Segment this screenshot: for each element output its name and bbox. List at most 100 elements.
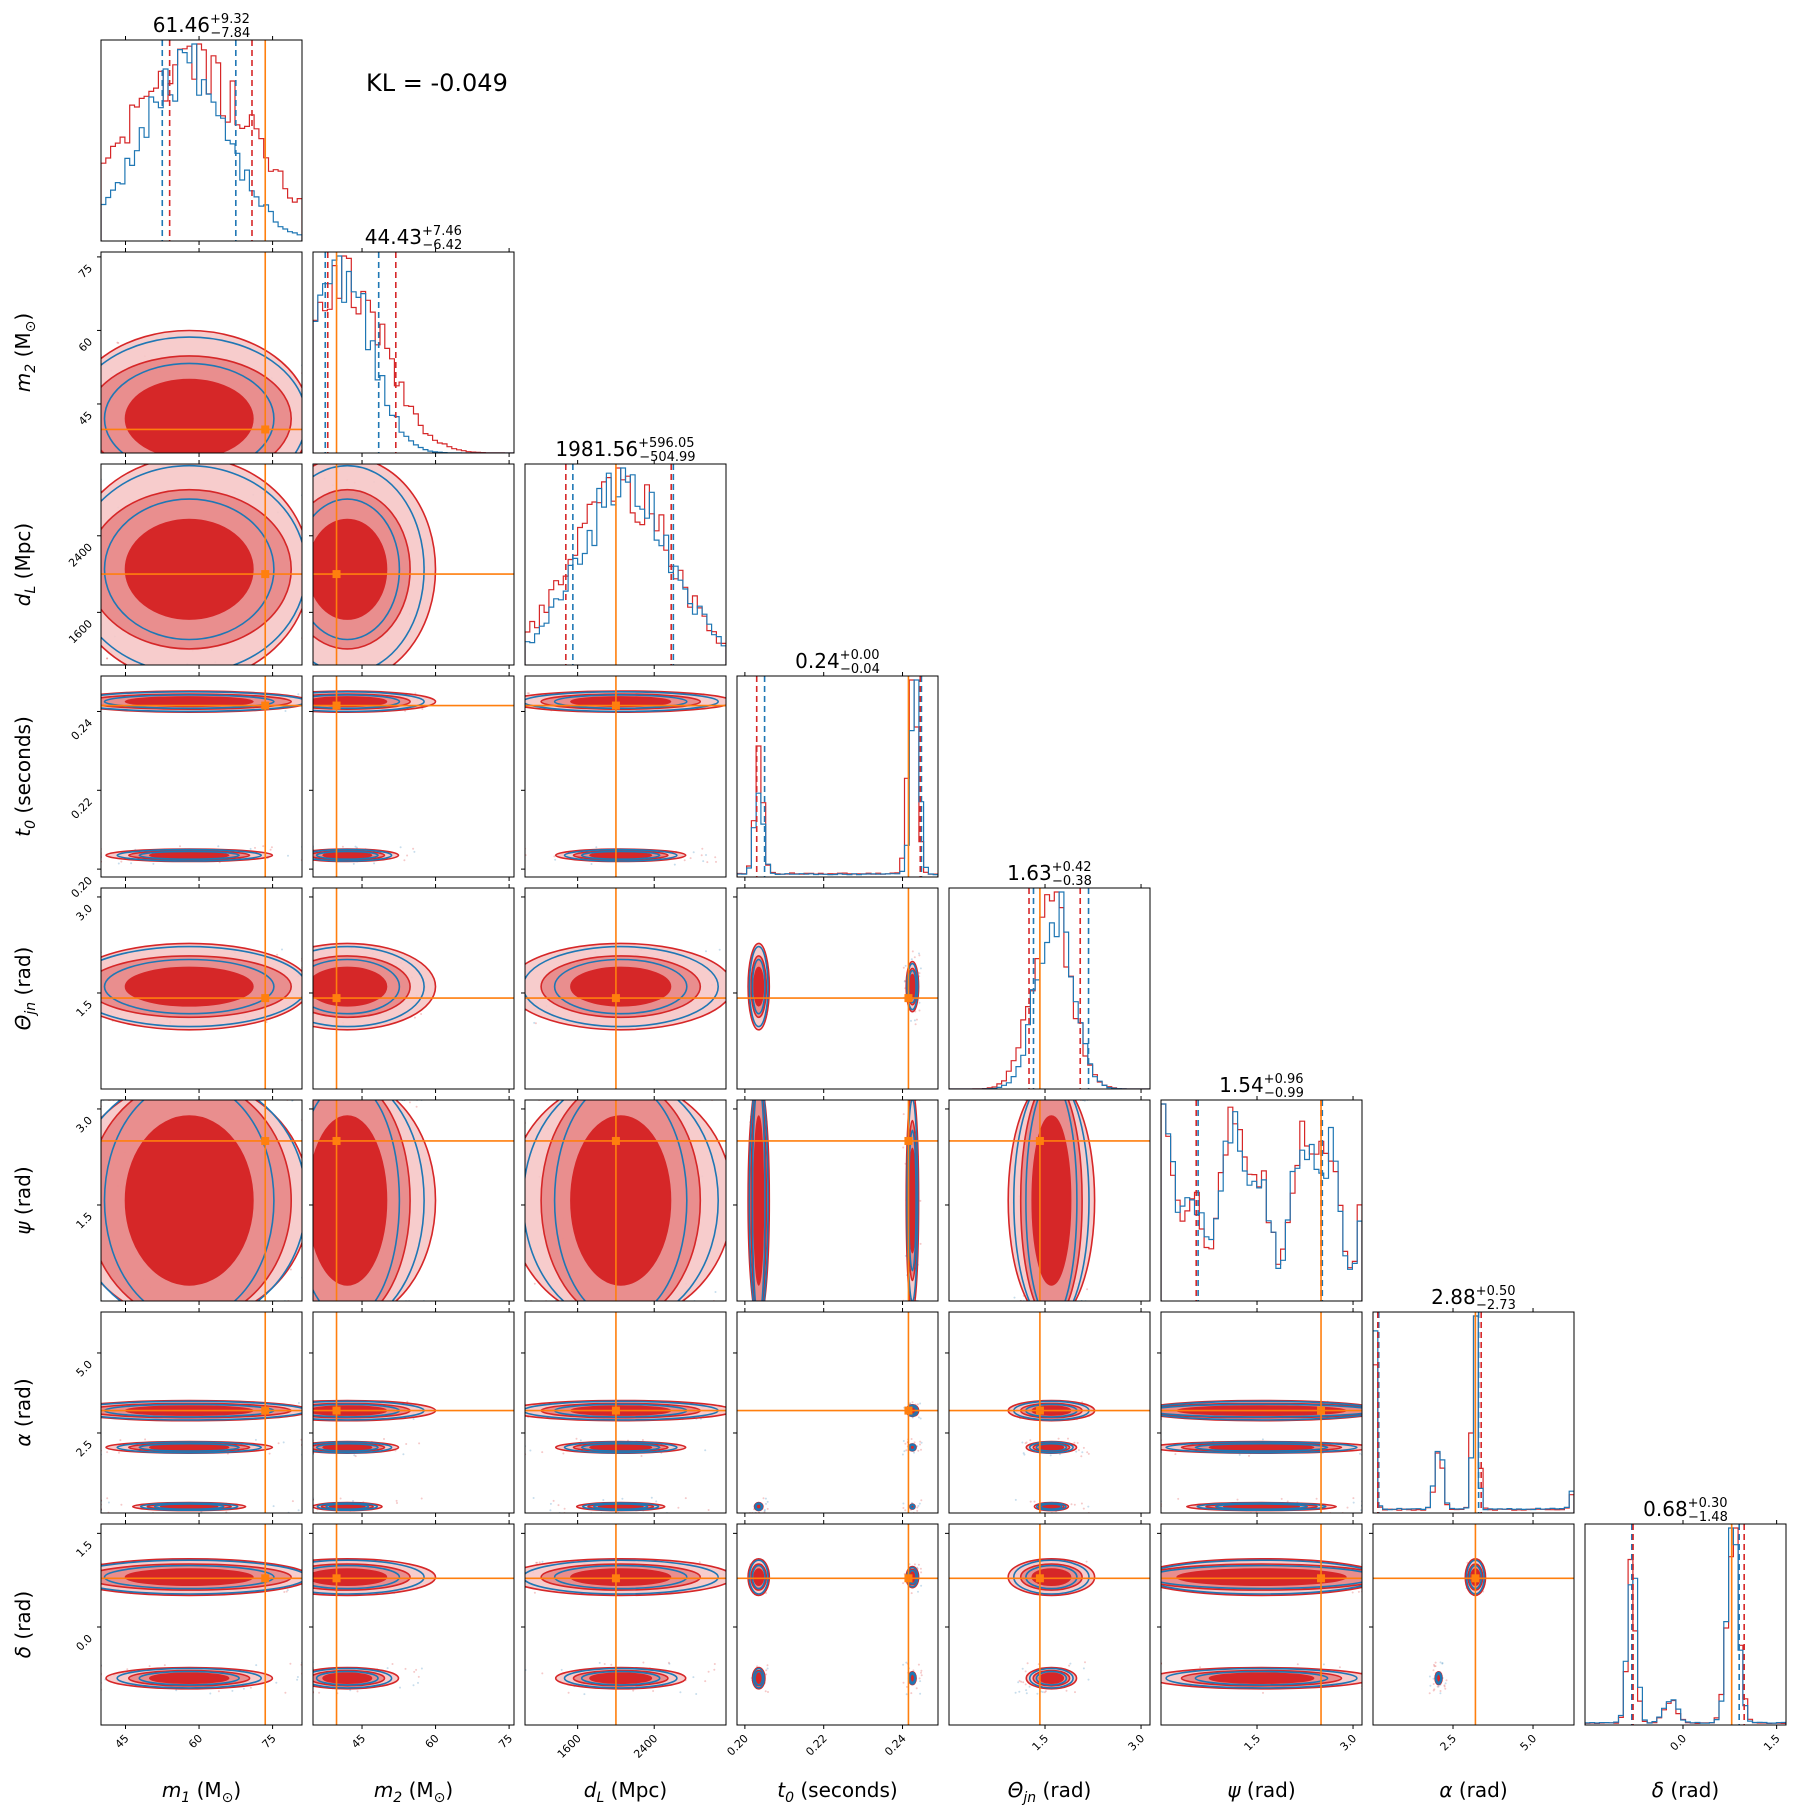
axis-labels: m1 (M⊙) m2 (M⊙) dL (Mpc) t0 (seconds) Θjn (r… xyxy=(11,313,1719,1806)
density-contour-a xyxy=(1435,1673,1442,1684)
panel-m1-theta: 1.5 3.0 xyxy=(74,884,303,1093)
title-plus: +9.32 xyxy=(210,12,250,27)
tick-label: 1.5 xyxy=(1030,1732,1052,1754)
scatter-point xyxy=(533,1021,536,1024)
scatter-point xyxy=(1074,1691,1076,1694)
panel-content xyxy=(101,252,302,453)
density-contour-a xyxy=(315,1670,379,1686)
scatter-point xyxy=(119,1439,122,1442)
scatter-points xyxy=(101,692,302,865)
scatter-point xyxy=(286,1589,289,1592)
panel-alpha-delta: 2.5 5.0 xyxy=(1369,1520,1575,1753)
scatter-point xyxy=(106,1451,109,1454)
scatter-point xyxy=(910,1592,913,1595)
scatter-point xyxy=(163,1664,166,1667)
scatter-points xyxy=(525,691,717,866)
scatter-point xyxy=(902,1146,905,1149)
tick-label: 60 xyxy=(76,335,95,354)
scatter-point xyxy=(296,1678,299,1681)
scatter-point xyxy=(765,1673,768,1676)
panel-content xyxy=(525,1524,726,1725)
scatter-point xyxy=(535,1561,538,1564)
scatter-point xyxy=(254,1438,257,1441)
density-contour-b xyxy=(313,966,388,1007)
scatter-point xyxy=(527,692,530,695)
density-contour-b xyxy=(124,518,254,620)
title-minus: −504.99 xyxy=(639,450,695,465)
density-contour-a xyxy=(103,694,275,710)
scatter-point xyxy=(242,1687,245,1690)
scatter-point xyxy=(913,1019,916,1022)
panel-frame xyxy=(524,1311,727,1514)
panel-frame xyxy=(312,1311,515,1514)
scatter-point xyxy=(684,1497,687,1500)
panel-content xyxy=(313,888,514,1089)
scatter-point xyxy=(289,1662,292,1665)
density-contour-a xyxy=(906,962,919,1011)
scatter-point xyxy=(396,1502,398,1504)
panel-frame xyxy=(312,463,515,666)
scatter-point xyxy=(910,1019,912,1022)
scatter-point xyxy=(231,1689,234,1692)
panel-content xyxy=(101,1100,302,1301)
panel-content xyxy=(1161,1524,1362,1725)
axis-symbol: δ xyxy=(11,1646,35,1658)
scatter-point xyxy=(1024,1442,1027,1445)
title-minus: −1.48 xyxy=(1688,1510,1728,1525)
panel-frame xyxy=(1372,1311,1575,1514)
scatter-point xyxy=(1076,1441,1079,1444)
density-contour-a xyxy=(313,1100,401,1301)
title-median: 0.24 xyxy=(795,649,840,673)
density-contour-a xyxy=(754,1670,764,1686)
axis-unit-subscript: ⊙ xyxy=(434,1790,446,1806)
histogram-line xyxy=(949,891,1150,1089)
density-contour-b xyxy=(570,1115,672,1286)
scatter-point xyxy=(919,1692,922,1695)
scatter-point xyxy=(262,845,265,848)
scatter-point xyxy=(421,708,424,710)
tick-label: 60 xyxy=(423,1732,442,1751)
panel-content xyxy=(525,888,726,1089)
scatter-point xyxy=(903,980,906,983)
scatter-point xyxy=(354,1455,357,1458)
panel-frame xyxy=(312,1099,515,1302)
scatter-point xyxy=(902,1440,905,1442)
scatter-point xyxy=(1085,1560,1088,1563)
histogram-line xyxy=(1585,1527,1786,1725)
scatter-point xyxy=(1434,1665,1437,1668)
panel-m1-dL: 1600 2400 xyxy=(66,460,303,669)
scatter-point xyxy=(1248,1454,1250,1457)
tick-label: 2400 xyxy=(631,1732,660,1761)
title-minus: −6.42 xyxy=(422,238,462,253)
scatter-point xyxy=(549,1509,552,1512)
scatter-point xyxy=(1070,1503,1073,1506)
panel-frame xyxy=(1160,1099,1363,1302)
tick-label: 45 xyxy=(113,1732,132,1751)
scatter-point xyxy=(354,845,357,848)
density-contour-b xyxy=(313,518,388,620)
scatter-point xyxy=(1352,1497,1355,1500)
scatter-point xyxy=(1444,1682,1447,1685)
panel-t0-delta: 0.20 0.22 0.24 xyxy=(724,1520,939,1758)
scatter-point xyxy=(339,1497,342,1500)
scatter-point xyxy=(412,1684,415,1687)
axis-symbol: m xyxy=(162,1778,181,1802)
density-contour-a xyxy=(153,1503,225,1510)
panel-content xyxy=(525,1312,726,1513)
density-contour-a xyxy=(525,1100,719,1301)
density-contour-a xyxy=(580,850,661,860)
panel-t0-theta xyxy=(733,884,939,1093)
panel-frame xyxy=(736,1311,939,1514)
density-contour-a xyxy=(138,1670,240,1686)
scatter-point xyxy=(915,1687,918,1690)
axis-subscript: 2 xyxy=(23,364,39,373)
scatter-point xyxy=(209,1692,212,1695)
histogram-line xyxy=(101,43,302,241)
scatter-point xyxy=(412,847,415,850)
axis-label-delta: δ (rad) xyxy=(11,1591,35,1658)
scatter-points xyxy=(313,692,426,865)
panel-content xyxy=(101,464,302,665)
scatter-point xyxy=(910,1692,913,1695)
axis-unit: (rad) xyxy=(1664,1778,1719,1802)
scatter-point xyxy=(1036,1692,1039,1695)
